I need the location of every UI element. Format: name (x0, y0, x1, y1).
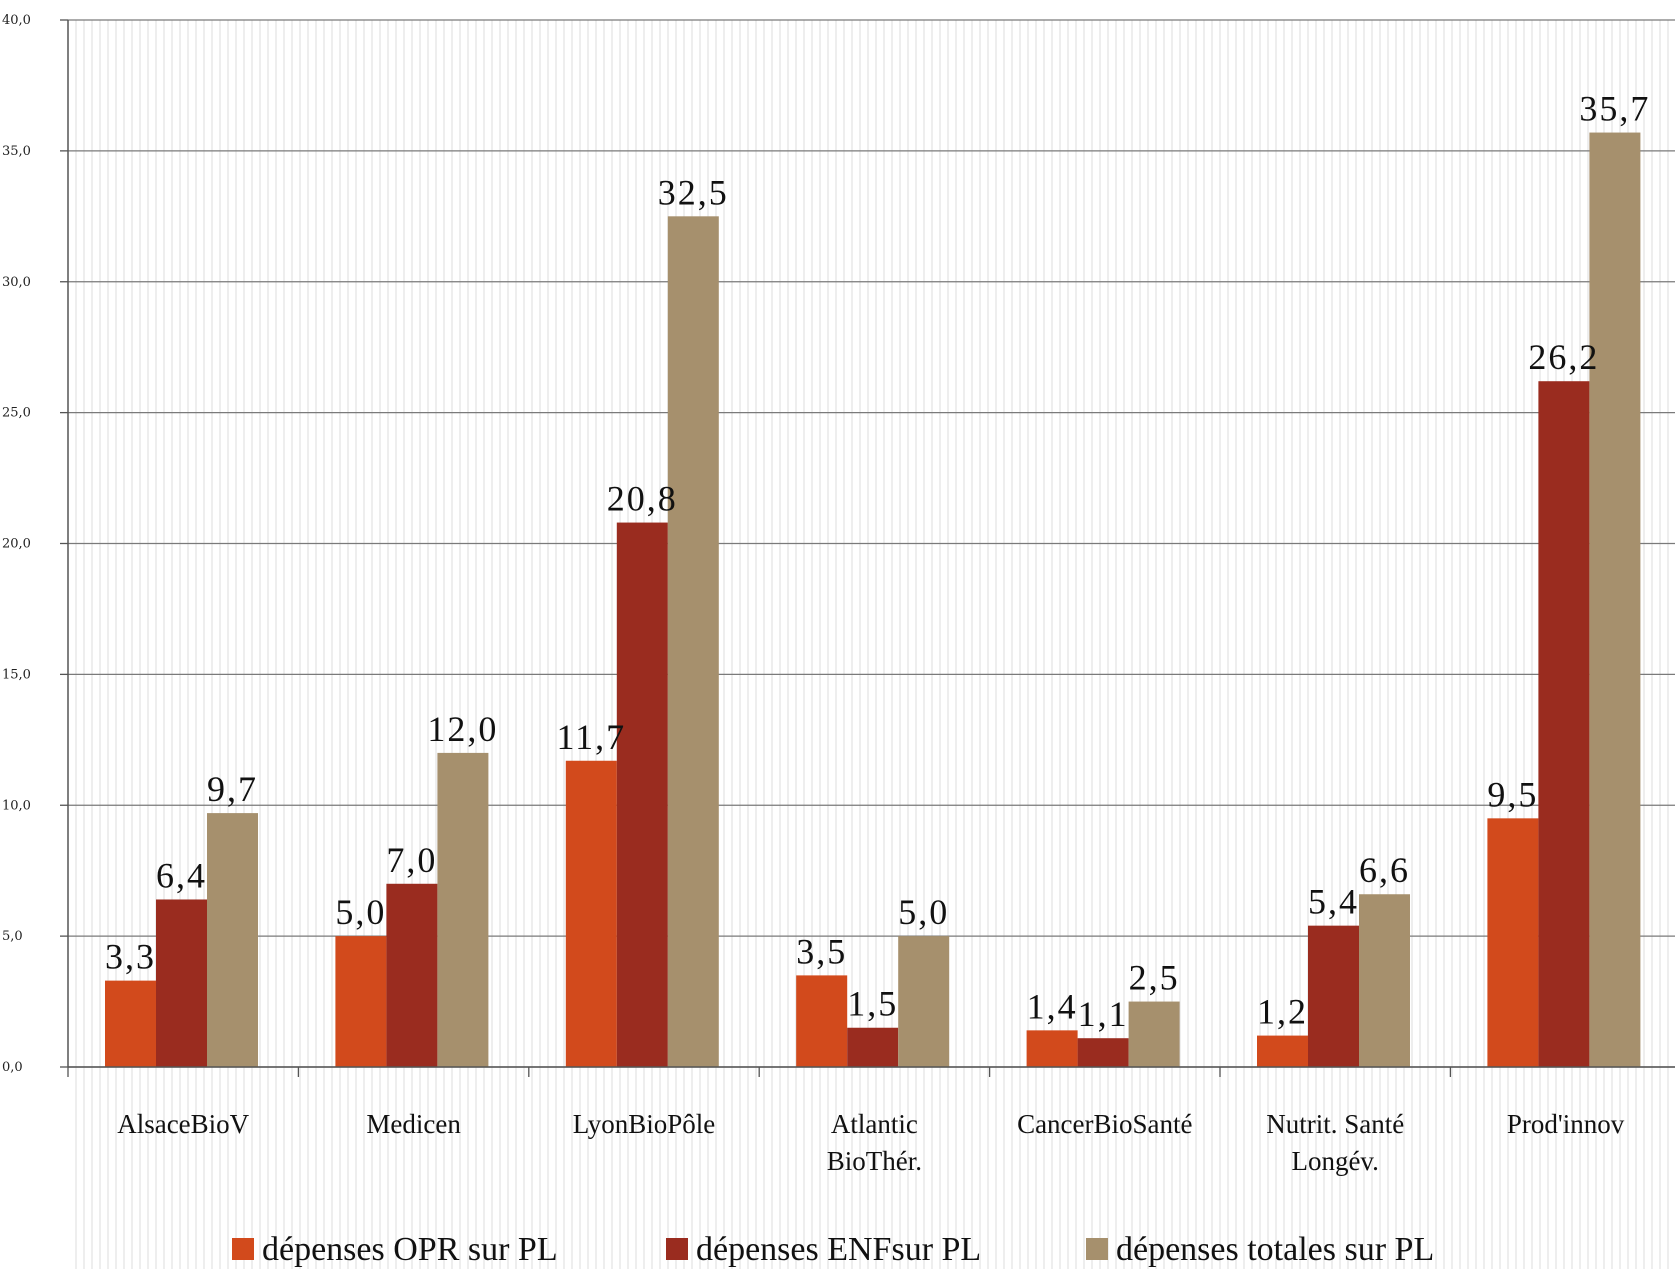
x-tick-label: Nutrit. Santé (1266, 1109, 1404, 1139)
bar (667, 216, 719, 1067)
y-tick-label: 15,0 (2, 667, 31, 682)
axes (67, 20, 1675, 1077)
bar (1589, 132, 1641, 1068)
data-label: 20,8 (607, 479, 678, 519)
bar (1128, 1001, 1180, 1067)
x-tick-label: Medicen (366, 1109, 461, 1139)
y-tick-label: 5,0 (2, 929, 23, 944)
y-tick-label: 35,0 (2, 144, 31, 159)
x-axis-category-labels: AlsaceBioV Medicen LyonBioPôle Atlantic BioT… (117, 1109, 1625, 1176)
data-label: 5,0 (898, 892, 949, 932)
legend-label: dépenses ENFsur PL (696, 1231, 981, 1268)
data-label: 1,1 (1078, 994, 1129, 1034)
bar (1308, 925, 1359, 1067)
data-label: 2,5 (1129, 958, 1180, 998)
y-tick-label: 10,0 (2, 798, 31, 813)
y-tick-label: 40,0 (2, 13, 31, 28)
data-label: 32,5 (658, 172, 729, 212)
legend-label: dépenses totales sur PL (1116, 1231, 1434, 1268)
data-label: 9,5 (1487, 774, 1538, 814)
data-label: 35,7 (1579, 89, 1650, 129)
bar (1538, 381, 1590, 1068)
data-label: 26,2 (1528, 337, 1599, 377)
data-label: 3,5 (796, 931, 847, 971)
x-tick-label: Prod'innov (1507, 1109, 1625, 1139)
data-label: 3,3 (105, 937, 156, 977)
x-tick-label: Longév. (1291, 1146, 1378, 1176)
x-tick-label: AlsaceBioV (117, 1109, 249, 1139)
legend-swatch (232, 1238, 254, 1260)
bar (1359, 894, 1410, 1067)
bar (847, 1027, 899, 1067)
bar (796, 975, 848, 1067)
y-tick-label: 0,0 (2, 1060, 23, 1075)
data-label: 6,4 (156, 855, 207, 895)
y-tick-label: 20,0 (2, 537, 31, 552)
legend-swatch (666, 1238, 688, 1260)
data-label: 12,0 (427, 709, 498, 749)
data-label: 6,6 (1359, 850, 1410, 890)
data-label: 5,0 (335, 892, 386, 932)
bar (386, 883, 438, 1067)
data-label: 11,7 (556, 717, 626, 757)
bar (335, 936, 387, 1067)
horizontal-gridlines (68, 19, 1675, 1068)
data-label: 5,4 (1308, 882, 1359, 922)
bar (565, 760, 617, 1067)
bar (156, 899, 207, 1067)
y-axis-tick-labels: 0,0 5,0 10,0 15,0 20,0 25,0 30,0 35,0 40,0 (2, 13, 68, 1075)
bar (1077, 1038, 1129, 1067)
y-tick-label: 30,0 (2, 275, 31, 290)
x-tick-label: LyonBioPôle (573, 1109, 716, 1139)
bar (616, 522, 668, 1067)
y-tick-label: 25,0 (2, 406, 31, 421)
x-tick-label: CancerBioSanté (1017, 1109, 1192, 1139)
vertical-minor-grid (75, 20, 1669, 1269)
x-tick-label: Atlantic (831, 1109, 918, 1139)
bar (437, 752, 489, 1067)
data-label: 7,0 (386, 840, 437, 880)
bar (207, 813, 258, 1067)
bar (1026, 1030, 1078, 1067)
legend: dépenses OPR sur PL dépenses ENFsur PL dép… (232, 1231, 1434, 1268)
data-labels: 3,3 5,0 11,7 3,5 1,4 1,2 9,5 6,4 7,0 20,8 1,5 1,1 5,… (105, 89, 1650, 1035)
bar (898, 936, 950, 1067)
legend-swatch (1086, 1238, 1108, 1260)
legend-label: dépenses OPR sur PL (262, 1231, 558, 1268)
bar (1257, 1035, 1308, 1067)
bars (105, 132, 1641, 1068)
data-label: 1,2 (1257, 992, 1308, 1032)
data-label: 9,7 (207, 769, 258, 809)
data-label: 1,5 (847, 984, 898, 1024)
bar (105, 980, 156, 1067)
data-label: 1,4 (1027, 986, 1078, 1026)
bar (1487, 818, 1539, 1067)
x-tick-label: BioThér. (827, 1146, 922, 1176)
